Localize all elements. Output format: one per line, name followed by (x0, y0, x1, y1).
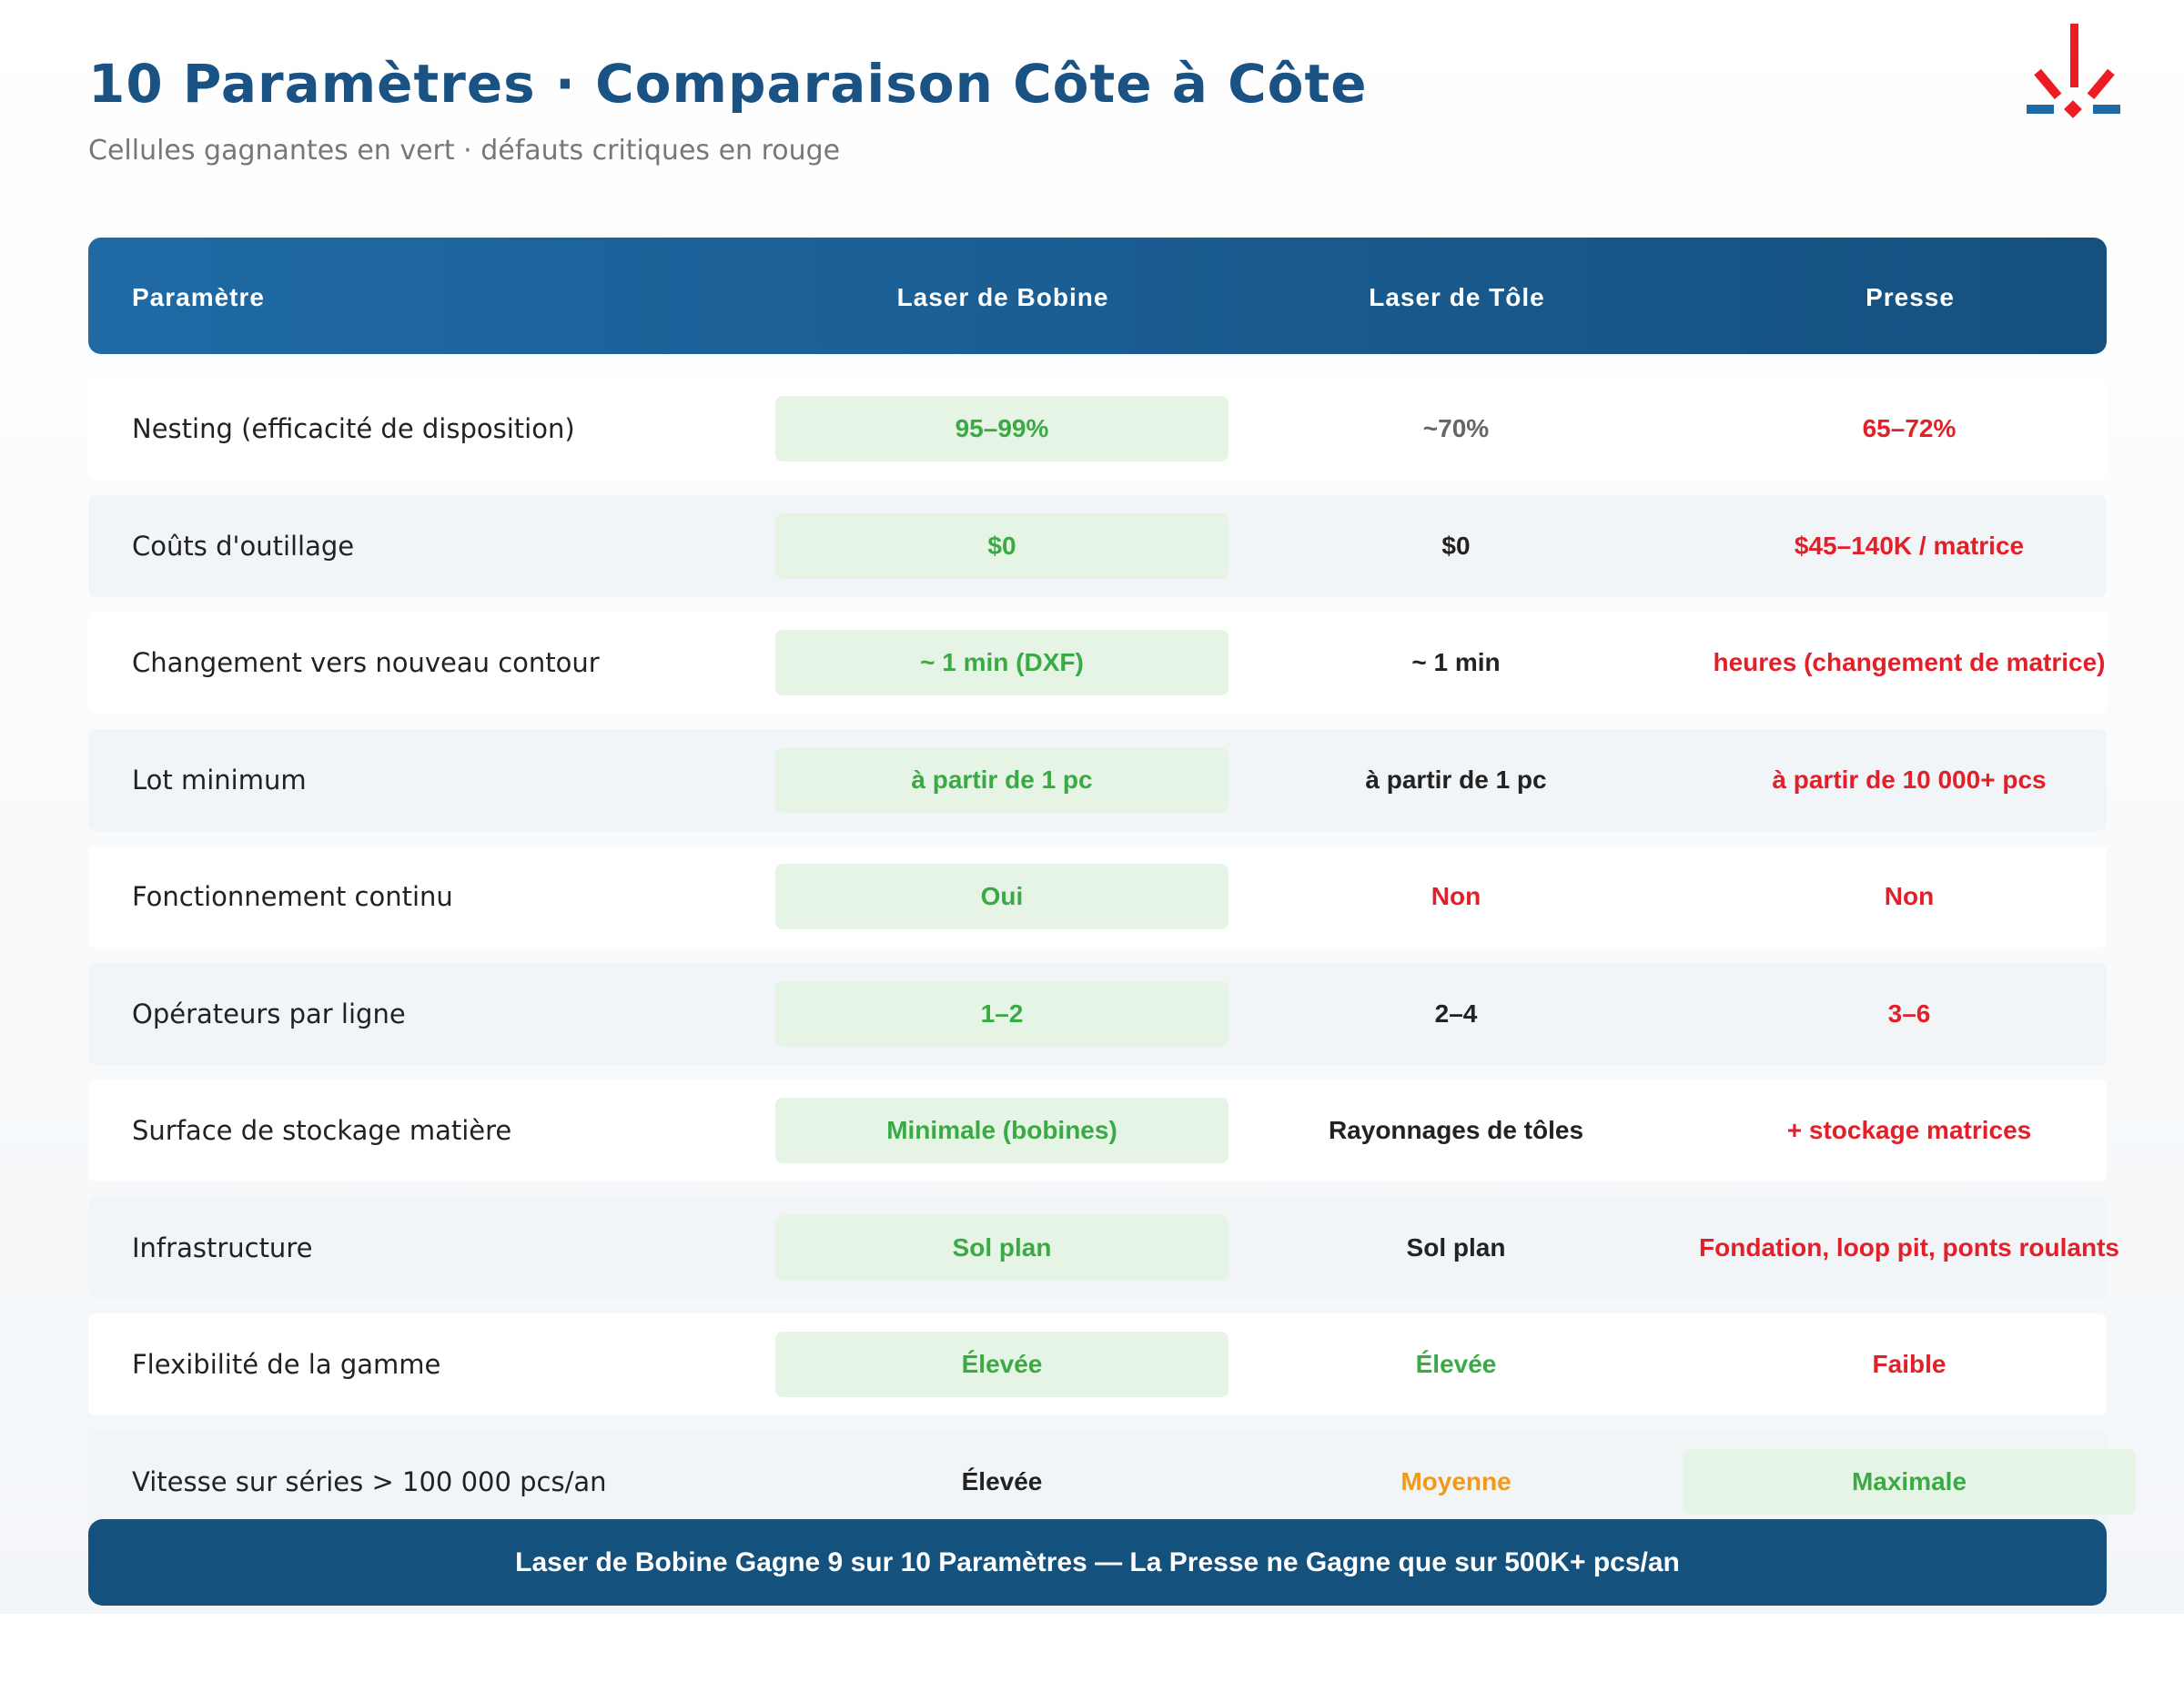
parameter-label: Opérateurs par ligne (132, 998, 406, 1029)
value-cell: Élevée (775, 1332, 1228, 1397)
value-cell: Fondation, loop pit, ponts roulants (1699, 1232, 2119, 1262)
column-header-parametre: Paramètre (132, 283, 265, 311)
value-cell: 2–4 (1434, 999, 1478, 1028)
column-header-presse: Presse (1866, 283, 1955, 311)
column-header-laser-tole: Laser de Tôle (1369, 283, 1545, 311)
parameter-label: Infrastructure (132, 1232, 313, 1263)
value-cell: Rayonnages de tôles (1328, 1116, 1584, 1144)
value-cell: 95–99% (775, 396, 1228, 461)
parameter-label: Nesting (efficacité de disposition) (132, 413, 575, 444)
value-cell: Sol plan (1406, 1232, 1506, 1262)
table-row: Vitesse sur séries > 100 000 pcs/an Élevé… (88, 1430, 2136, 1533)
value-cell: Maximale (1683, 1448, 2136, 1515)
value-cell: Non (1884, 882, 1935, 910)
value-cell: ~ 1 min (1411, 648, 1501, 676)
table-row: Coûts d'outillage $0 $0 $45–140K / matrice (88, 494, 2107, 597)
table-row: Nesting (efficacité de disposition) 95–99… (88, 378, 2107, 480)
table-row: Fonctionnement continu Oui Non Non (88, 846, 2107, 948)
value-cell: 3–6 (1887, 999, 1931, 1028)
value-cell: $45–140K / matrice (1794, 531, 2025, 560)
parameter-label: Lot minimum (132, 764, 307, 796)
table-row: Infrastructure Sol plan Sol plan Fondation,… (88, 1196, 2119, 1299)
table-header: Paramètre Laser de Bobine Laser de Tôle … (88, 238, 2107, 354)
value-cell: ~70% (1422, 414, 1490, 442)
value-cell: Moyenne (1400, 1466, 1512, 1495)
parameter-label: Vitesse sur séries > 100 000 pcs/an (132, 1465, 607, 1497)
value-cell: Sol plan (775, 1214, 1228, 1281)
value-cell: Faible (1872, 1350, 1946, 1378)
value-cell: à partir de 1 pc (1365, 765, 1547, 794)
value-cell: 1–2 (775, 980, 1228, 1047)
parameter-label: Surface de stockage matière (132, 1115, 512, 1146)
summary-banner: Laser de Bobine Gagne 9 sur 10 Paramètre… (88, 1519, 2107, 1606)
value-cell: Élevée (1415, 1350, 1497, 1378)
table-row: Surface de stockage matière Minimale (bob… (88, 1080, 2107, 1181)
parameter-label: Coûts d'outillage (132, 530, 355, 562)
value-cell: Minimale (bobines) (775, 1098, 1228, 1163)
table-row: Flexibilité de la gamme Élevée Élevée Faibl… (88, 1313, 2107, 1415)
value-cell: Élevée (961, 1466, 1043, 1495)
table-row: Opérateurs par ligne 1–2 2–4 3–6 (88, 962, 2107, 1065)
page-title: 10 Paramètres · Comparaison Côte à Côte (88, 53, 1368, 115)
value-cell: à partir de 1 pc (775, 746, 1228, 813)
value-cell: Non (1431, 882, 1481, 910)
parameter-label: Changement vers nouveau contour (132, 647, 600, 678)
parameter-label: Flexibilité de la gamme (132, 1349, 441, 1380)
value-cell: Oui (775, 864, 1228, 929)
column-header-laser-bobine: Laser de Bobine (896, 283, 1109, 311)
value-cell: ~ 1 min (DXF) (775, 630, 1228, 695)
value-cell: à partir de 10 000+ pcs (1772, 765, 2047, 794)
value-cell: 65–72% (1862, 414, 1956, 442)
value-cell: $0 (775, 512, 1228, 579)
value-cell: $0 (1441, 531, 1471, 560)
value-cell: + stockage matrices (1786, 1116, 2032, 1144)
value-cell: heures (changement de matrice) (1713, 648, 2106, 676)
table-row: Changement vers nouveau contour ~ 1 min (… (88, 612, 2107, 714)
page-subtitle: Cellules gagnantes en vert · défauts cri… (88, 135, 841, 167)
table-row: Lot minimum à partir de 1 pc à partir de 1… (88, 728, 2107, 831)
parameter-label: Fonctionnement continu (132, 881, 453, 912)
laser-logo-icon (2027, 24, 2120, 118)
